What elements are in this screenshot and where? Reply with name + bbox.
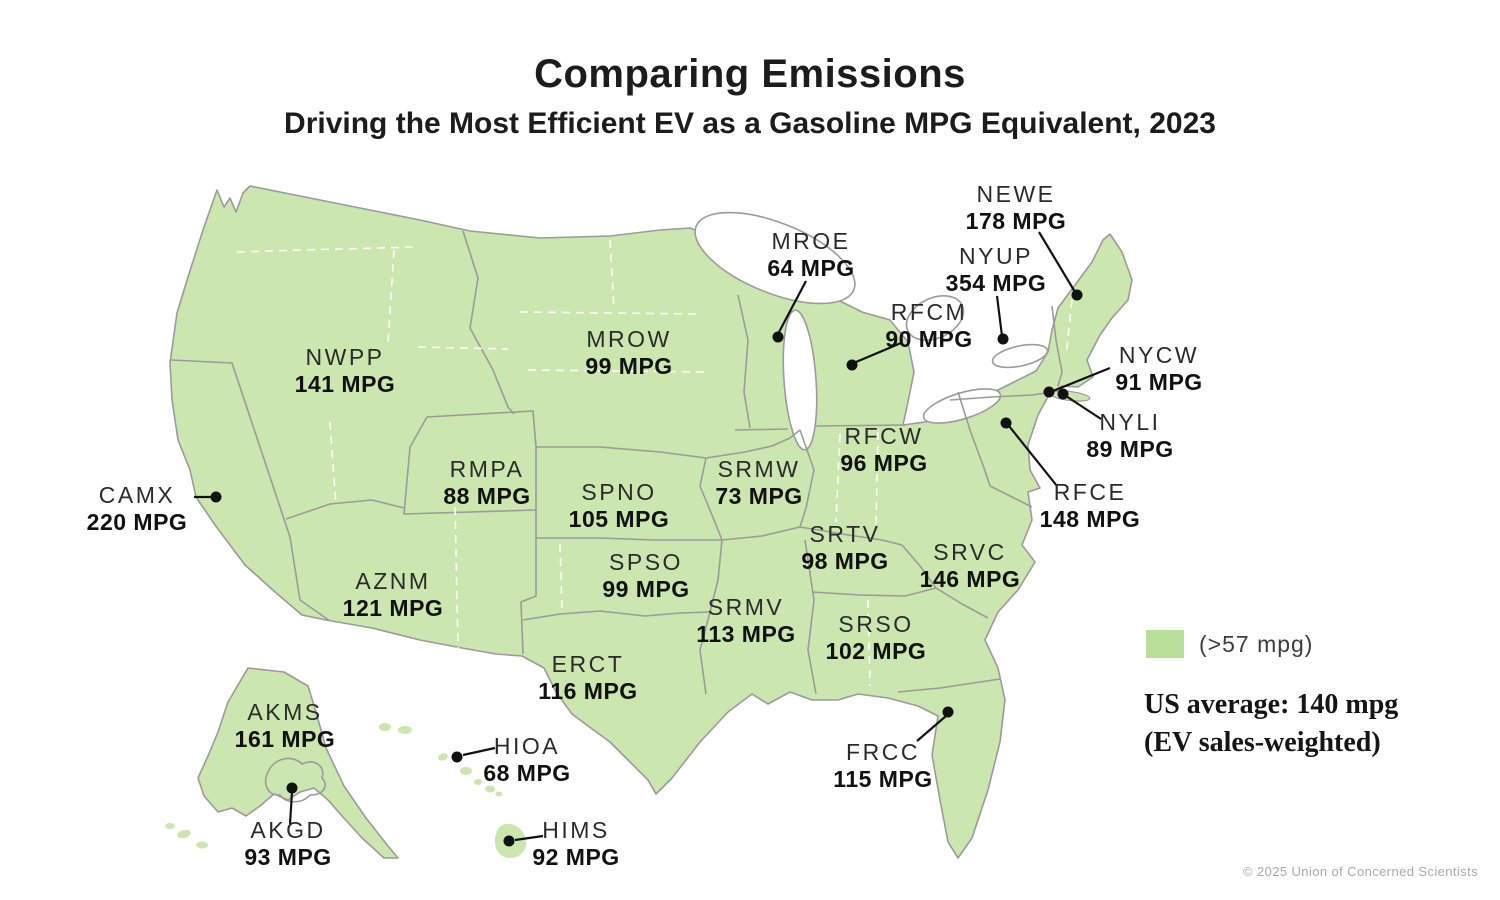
akgd-dot xyxy=(286,782,298,794)
akgd-region-outline xyxy=(264,757,326,803)
state-borders-dashed xyxy=(236,239,1073,687)
landmass xyxy=(169,185,1133,859)
region-label-akgd: AKGD 93 MPG xyxy=(244,817,332,870)
alaska-outline xyxy=(197,667,399,859)
region-label-nyup: NYUP 354 MPG xyxy=(945,243,1047,296)
page-subtitle: Driving the Most Efficient EV as a Gasol… xyxy=(284,107,1216,140)
newe-dot xyxy=(1071,289,1083,301)
lake-huron xyxy=(905,295,965,341)
region-label-aznm: AZNM 121 MPG xyxy=(342,568,444,621)
lower48-outline xyxy=(169,185,1133,859)
rfcm-dot xyxy=(846,359,858,371)
lake-ontario xyxy=(991,343,1049,369)
region-label-mrow: MROW 99 MPG xyxy=(585,326,673,379)
region-label-srtv: SRTV 98 MPG xyxy=(801,521,889,574)
leader-lines xyxy=(194,231,1111,842)
page-title: Comparing Emissions xyxy=(534,52,966,96)
region-label-hims: HIMS 92 MPG xyxy=(532,817,620,870)
region-label-nycw: NYCW 91 MPG xyxy=(1115,342,1203,395)
hioa-dot xyxy=(451,751,463,763)
region-dots xyxy=(210,289,1083,847)
alaska xyxy=(165,667,412,859)
region-label-frcc: FRCC 115 MPG xyxy=(833,739,933,792)
us-average-line1: US average: 140 mpg xyxy=(1144,689,1399,720)
legend-label: (>57 mpg) xyxy=(1199,630,1314,657)
copyright: © 2025 Union of Concerned Scientists xyxy=(1243,864,1478,879)
region-label-srso: SRSO 102 MPG xyxy=(825,611,927,664)
region-label-rmpa: RMPA 88 MPG xyxy=(443,456,531,509)
region-label-nwpp: NWPP 141 MPG xyxy=(294,344,396,397)
frcc-dot xyxy=(942,706,954,718)
region-label-hioa: HIOA 68 MPG xyxy=(483,733,571,786)
hims-dot xyxy=(503,835,515,847)
region-label-rfcw: RFCW 96 MPG xyxy=(840,423,928,476)
region-label-erct: ERCT 116 MPG xyxy=(538,651,638,704)
us-average-line2: (EV sales-weighted) xyxy=(1144,727,1381,758)
rfce-dot xyxy=(1000,417,1012,429)
region-label-srmv: SRMV 113 MPG xyxy=(696,594,796,647)
camx-dot xyxy=(210,491,222,503)
us-average-note: US average: 140 mpg (EV sales-weighted) xyxy=(1144,686,1398,762)
region-label-spso: SPSO 99 MPG xyxy=(602,549,690,602)
region-label-srmw: SRMW 73 MPG xyxy=(715,456,803,509)
nyup-dot xyxy=(997,333,1009,345)
legend: (>57 mpg) xyxy=(1146,630,1313,658)
region-label-mroe: MROE 64 MPG xyxy=(767,228,855,281)
long-island xyxy=(1049,390,1091,402)
region-label-nyli: NYLI 89 MPG xyxy=(1086,409,1174,462)
mroe-dot xyxy=(772,331,784,343)
title-block: Comparing Emissions Driving the Most Eff… xyxy=(0,52,1500,141)
nyli-dot xyxy=(1057,388,1069,400)
nycw-dot xyxy=(1043,386,1055,398)
region-label-rfcm: RFCM 90 MPG xyxy=(885,299,973,352)
aleutian-islands xyxy=(165,723,412,849)
region-label-camx: CAMX 220 MPG xyxy=(86,482,188,535)
lake-michigan xyxy=(782,309,818,451)
region-label-newe: NEWE 178 MPG xyxy=(965,181,1067,234)
region-label-akms: AKMS 161 MPG xyxy=(234,699,336,752)
region-label-spno: SPNO 105 MPG xyxy=(568,479,670,532)
region-label-srvc: SRVC 146 MPG xyxy=(919,539,1021,592)
lake-superior xyxy=(694,211,856,305)
region-label-rfce: RFCE 148 MPG xyxy=(1039,479,1141,532)
legend-swatch xyxy=(1146,630,1184,658)
